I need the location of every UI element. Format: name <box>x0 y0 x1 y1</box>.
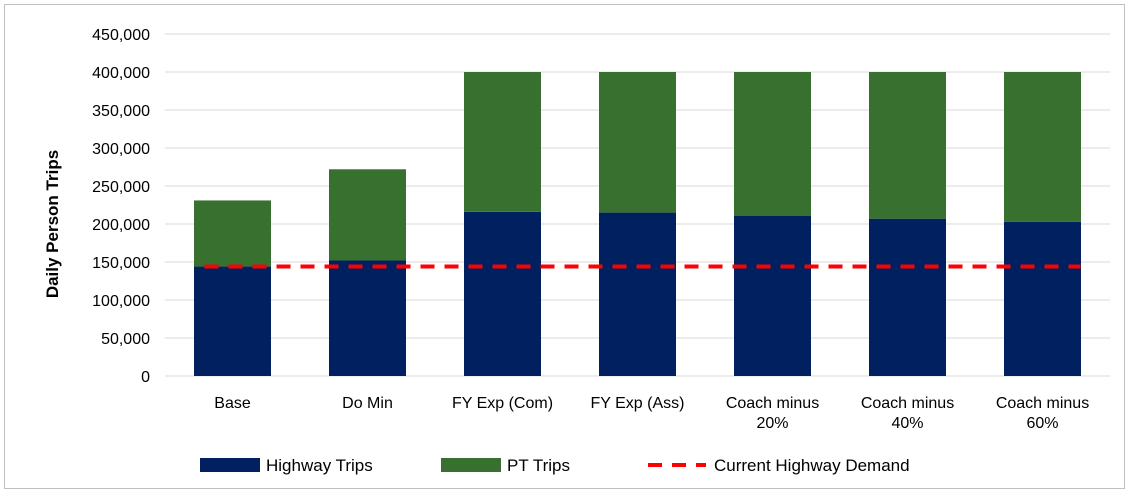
legend-swatch <box>200 458 260 472</box>
bar-highway-trips <box>869 218 946 376</box>
y-tick-label: 400,000 <box>92 65 150 82</box>
bar-highway-trips <box>329 260 406 376</box>
x-tick-label: FY Exp (Com) <box>452 395 553 412</box>
bar-pt-trips <box>464 72 541 212</box>
x-tick-label: Coach minus <box>726 395 819 412</box>
bar-highway-trips <box>194 266 271 376</box>
bar-pt-trips <box>329 169 406 261</box>
bar-pt-trips <box>869 72 946 219</box>
legend-swatch <box>441 458 501 472</box>
x-tick-label: 20% <box>756 415 788 432</box>
y-tick-label: 0 <box>141 369 150 386</box>
x-tick-label: 40% <box>891 415 923 432</box>
y-axis-label: Daily Person Trips <box>43 150 62 298</box>
bar-highway-trips <box>464 211 541 376</box>
bar-highway-trips <box>734 215 811 376</box>
x-tick-label: Coach minus <box>861 395 954 412</box>
bars <box>194 72 1081 376</box>
y-tick-label: 200,000 <box>92 217 150 234</box>
x-tick-label: 60% <box>1026 415 1058 432</box>
y-tick-label: 350,000 <box>92 103 150 120</box>
y-tick-label: 50,000 <box>101 331 150 348</box>
bar-pt-trips <box>194 200 271 267</box>
y-tick-label: 250,000 <box>92 179 150 196</box>
bar-pt-trips <box>1004 72 1081 222</box>
y-tick-label: 150,000 <box>92 255 150 272</box>
x-tick-label: Do Min <box>342 395 393 412</box>
bar-pt-trips <box>599 72 676 213</box>
legend-label: Highway Trips <box>266 456 373 475</box>
x-axis-ticks: Base Do Min FY Exp (Com) FY Exp (Ass) Coach … <box>214 395 1089 432</box>
y-tick-label: 450,000 <box>92 27 150 44</box>
bar-highway-trips <box>1004 221 1081 376</box>
x-tick-label: Coach minus <box>996 395 1089 412</box>
legend: Highway Trips PT Trips Current Highway Dem… <box>200 456 910 475</box>
y-axis-ticks: 0 50,000 100,000 150,000 200,000 250,000 300,0… <box>92 27 150 386</box>
x-tick-label: Base <box>214 395 251 412</box>
bar-highway-trips <box>599 212 676 376</box>
x-tick-label: FY Exp (Ass) <box>591 395 685 412</box>
legend-label: PT Trips <box>507 456 570 475</box>
y-tick-label: 100,000 <box>92 293 150 310</box>
bar-pt-trips <box>734 72 811 216</box>
legend-label: Current Highway Demand <box>714 456 910 475</box>
y-tick-label: 300,000 <box>92 141 150 158</box>
